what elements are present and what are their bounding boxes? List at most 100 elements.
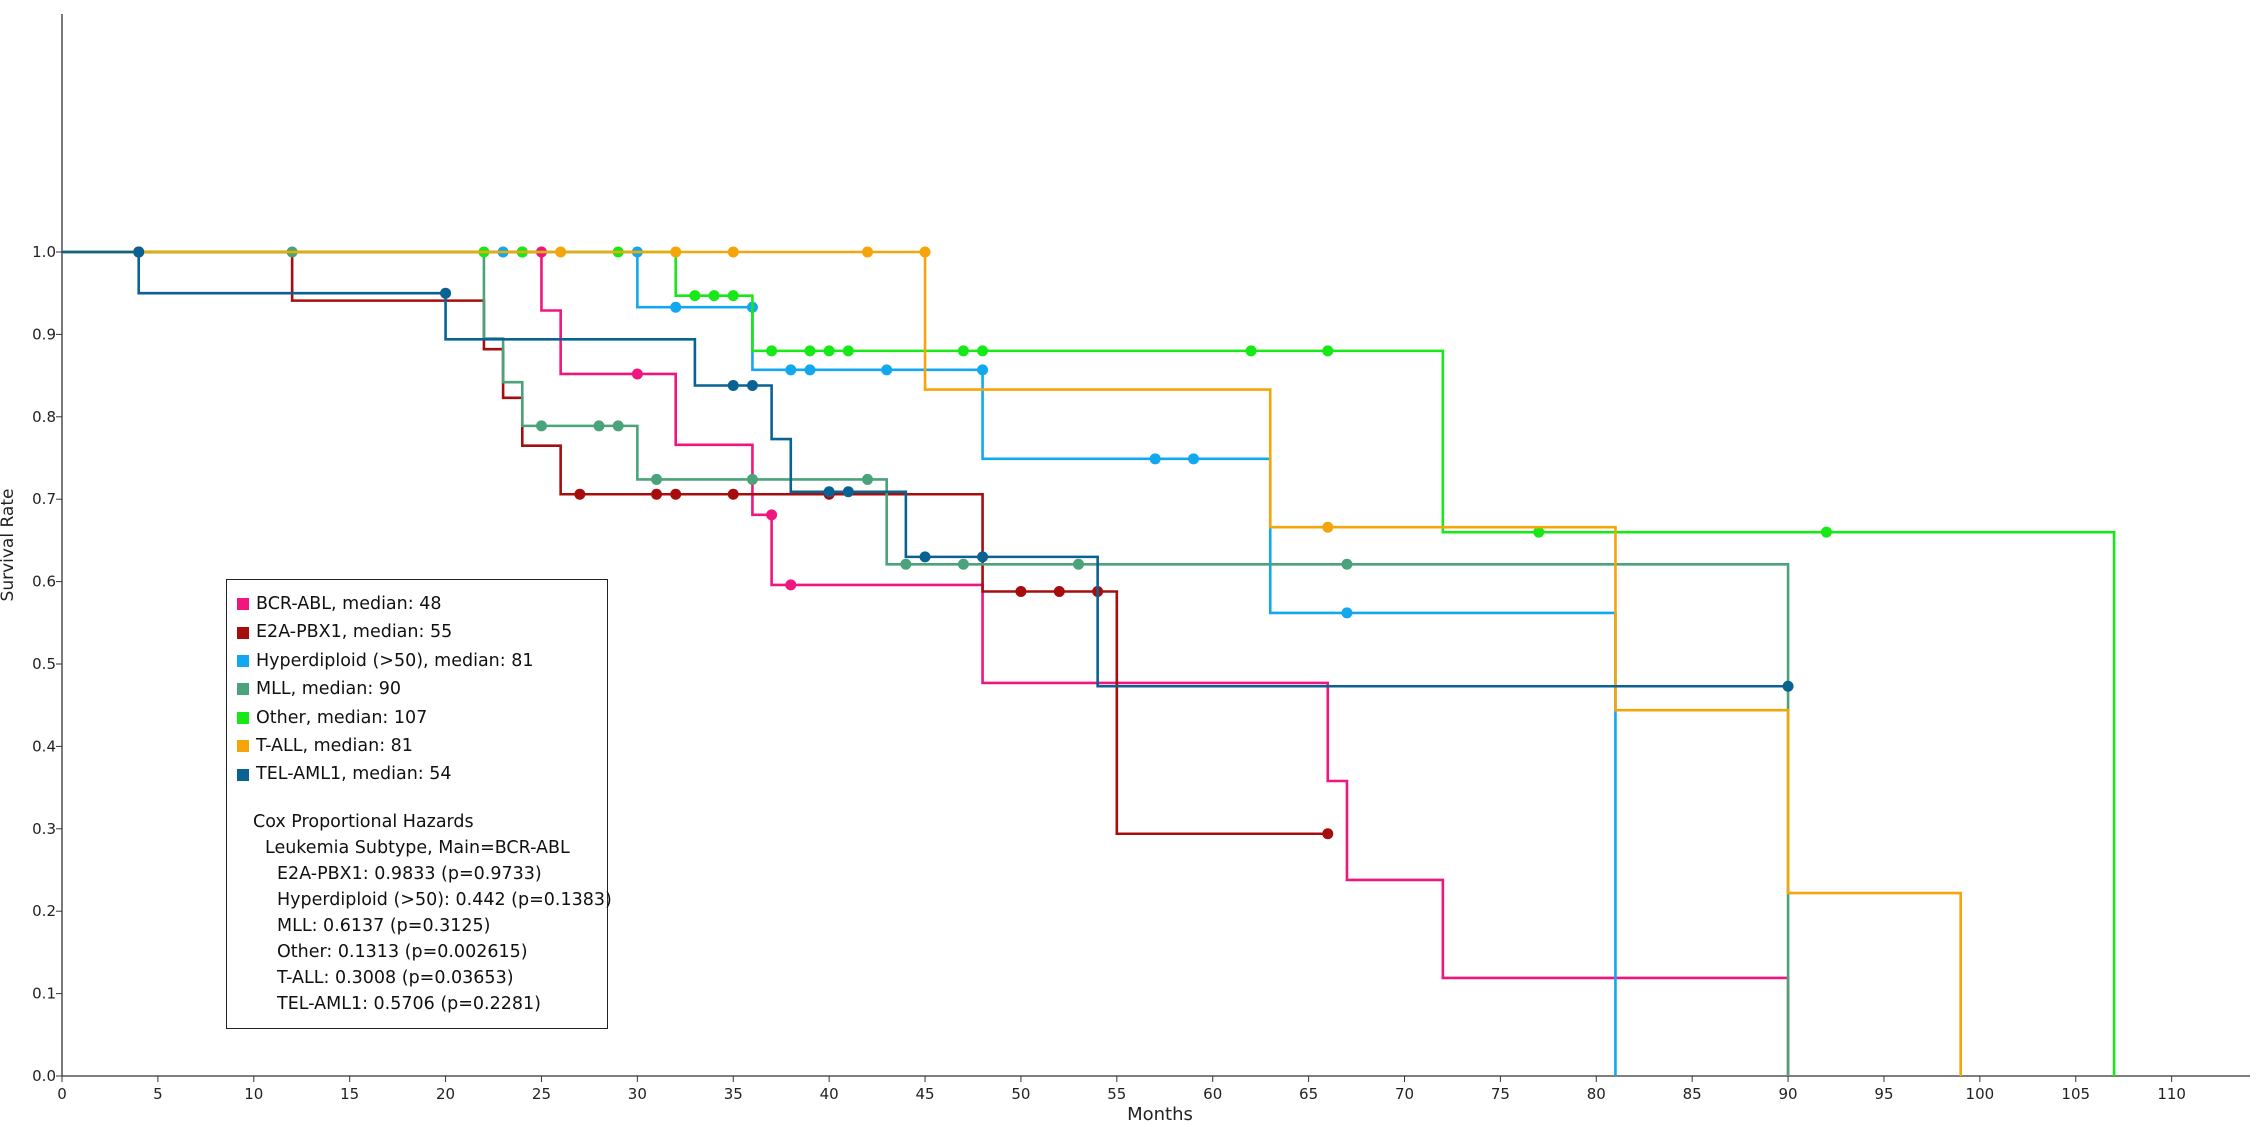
- censor-point: [766, 345, 778, 357]
- survival-line: [62, 250, 1962, 1076]
- censor-point: [1188, 453, 1200, 465]
- series-other: [62, 246, 2116, 1076]
- cox-line: TEL-AML1: 0.5706 (p=0.2281): [277, 993, 541, 1014]
- series-t-all: [62, 246, 1962, 1076]
- censor-point: [957, 345, 969, 357]
- cox-line: T-ALL: 0.3008 (p=0.03653): [277, 967, 514, 988]
- x-tick: 50: [1011, 1076, 1030, 1103]
- censor-point: [862, 246, 873, 258]
- censor-point: [977, 551, 989, 563]
- censor-point: [727, 488, 739, 500]
- censor-point: [535, 420, 547, 432]
- censor-point: [670, 301, 682, 313]
- censor-point: [651, 473, 663, 485]
- y-tick: 0.8: [32, 408, 62, 426]
- x-tick-label: 10: [244, 1085, 263, 1103]
- legend-swatch: [237, 626, 249, 639]
- censor-point: [440, 287, 452, 299]
- x-tick: 25: [532, 1076, 551, 1103]
- y-tick-label: 1.0: [32, 243, 56, 261]
- censor-point: [823, 345, 835, 357]
- censor-point: [555, 246, 567, 258]
- censor-point: [842, 486, 854, 498]
- x-tick: 0: [57, 1076, 67, 1103]
- y-tick-label: 0.0: [32, 1067, 56, 1085]
- x-tick: 10: [244, 1076, 263, 1103]
- legend-swatch: [237, 711, 249, 724]
- cox-subtitle: Leukemia Subtype, Main=BCR-ABL: [265, 837, 570, 858]
- censor-point: [670, 246, 682, 258]
- censor-point: [689, 290, 701, 302]
- x-tick: 110: [2157, 1076, 2186, 1103]
- y-tick-label: 0.2: [32, 902, 56, 920]
- censor-point: [1245, 345, 1257, 357]
- cox-annotation: Cox Proportional Hazards Leukemia Subtyp…: [237, 809, 612, 1017]
- y-tick: 0.2: [32, 902, 62, 920]
- y-tick: 0.9: [32, 325, 62, 343]
- censor-point: [651, 488, 663, 500]
- censor-point: [727, 290, 739, 302]
- censor-point: [1322, 345, 1334, 357]
- x-tick: 70: [1395, 1076, 1414, 1103]
- y-tick: 0.5: [32, 655, 62, 673]
- x-tick: 80: [1587, 1076, 1606, 1103]
- survival-line: [62, 250, 1790, 1076]
- censor-point: [727, 246, 739, 258]
- legend-item: BCR-ABL, median: 48: [237, 590, 607, 618]
- y-tick-label: 0.1: [32, 985, 56, 1003]
- x-tick-label: 35: [724, 1085, 743, 1103]
- y-tick-label: 0.3: [32, 820, 56, 838]
- x-tick: 40: [820, 1076, 839, 1103]
- x-tick: 60: [1203, 1076, 1222, 1103]
- censor-point: [977, 364, 989, 376]
- censor-point: [804, 364, 816, 376]
- legend-label: E2A-PBX1, median: 55: [256, 622, 453, 643]
- legend-label: Hyperdiploid (>50), median: 81: [256, 650, 534, 671]
- x-tick-label: 0: [57, 1085, 67, 1103]
- censor-point: [708, 290, 720, 302]
- survival-line: [62, 250, 1789, 688]
- legend-swatch: [237, 740, 249, 753]
- censor-point: [881, 364, 893, 376]
- x-tick-label: 95: [1874, 1085, 1893, 1103]
- legend-item: TEL-AML1, median: 54: [237, 760, 607, 788]
- censor-point: [1341, 607, 1353, 619]
- x-tick-label: 25: [532, 1085, 551, 1103]
- censor-point: [785, 579, 797, 591]
- y-tick: 0.6: [32, 573, 62, 591]
- x-tick: 90: [1779, 1076, 1798, 1103]
- censor-point: [1322, 521, 1334, 533]
- x-tick-label: 105: [2061, 1085, 2090, 1103]
- legend-label: T-ALL, median: 81: [256, 736, 413, 757]
- x-tick: 5: [153, 1076, 163, 1103]
- x-tick: 75: [1491, 1076, 1510, 1103]
- censor-point: [1072, 558, 1084, 570]
- censor-point: [574, 488, 586, 500]
- legend-swatch: [237, 655, 249, 668]
- censor-point: [1533, 526, 1545, 538]
- legend-swatch: [237, 683, 249, 696]
- legend-item: T-ALL, median: 81: [237, 732, 607, 760]
- x-tick: 95: [1874, 1076, 1894, 1103]
- censor-point: [1322, 828, 1334, 840]
- censor-point: [842, 345, 854, 357]
- legend: BCR-ABL, median: 48 E2A-PBX1, median: 55 H…: [226, 579, 612, 1029]
- censor-point: [785, 364, 797, 376]
- legend-label: MLL, median: 90: [256, 679, 402, 700]
- cox-line: Other: 0.1313 (p=0.002615): [277, 941, 528, 962]
- y-tick-label: 0.6: [32, 573, 56, 591]
- censor-point: [133, 246, 145, 258]
- censor-point: [746, 473, 758, 485]
- x-tick-label: 75: [1491, 1085, 1510, 1103]
- censor-point: [727, 379, 739, 391]
- x-tick: 20: [436, 1076, 455, 1103]
- series-layer: [62, 246, 2116, 1076]
- y-tick-label: 0.4: [32, 737, 56, 755]
- legend-item: E2A-PBX1, median: 55: [237, 618, 607, 646]
- cox-lines: E2A-PBX1: 0.9833 (p=0.9733) Hyperdiploid …: [237, 861, 612, 1017]
- x-tick: 65: [1299, 1076, 1318, 1103]
- legend-swatch: [237, 768, 249, 781]
- x-tick: 100: [1966, 1076, 1994, 1103]
- x-tick-label: 15: [340, 1085, 359, 1103]
